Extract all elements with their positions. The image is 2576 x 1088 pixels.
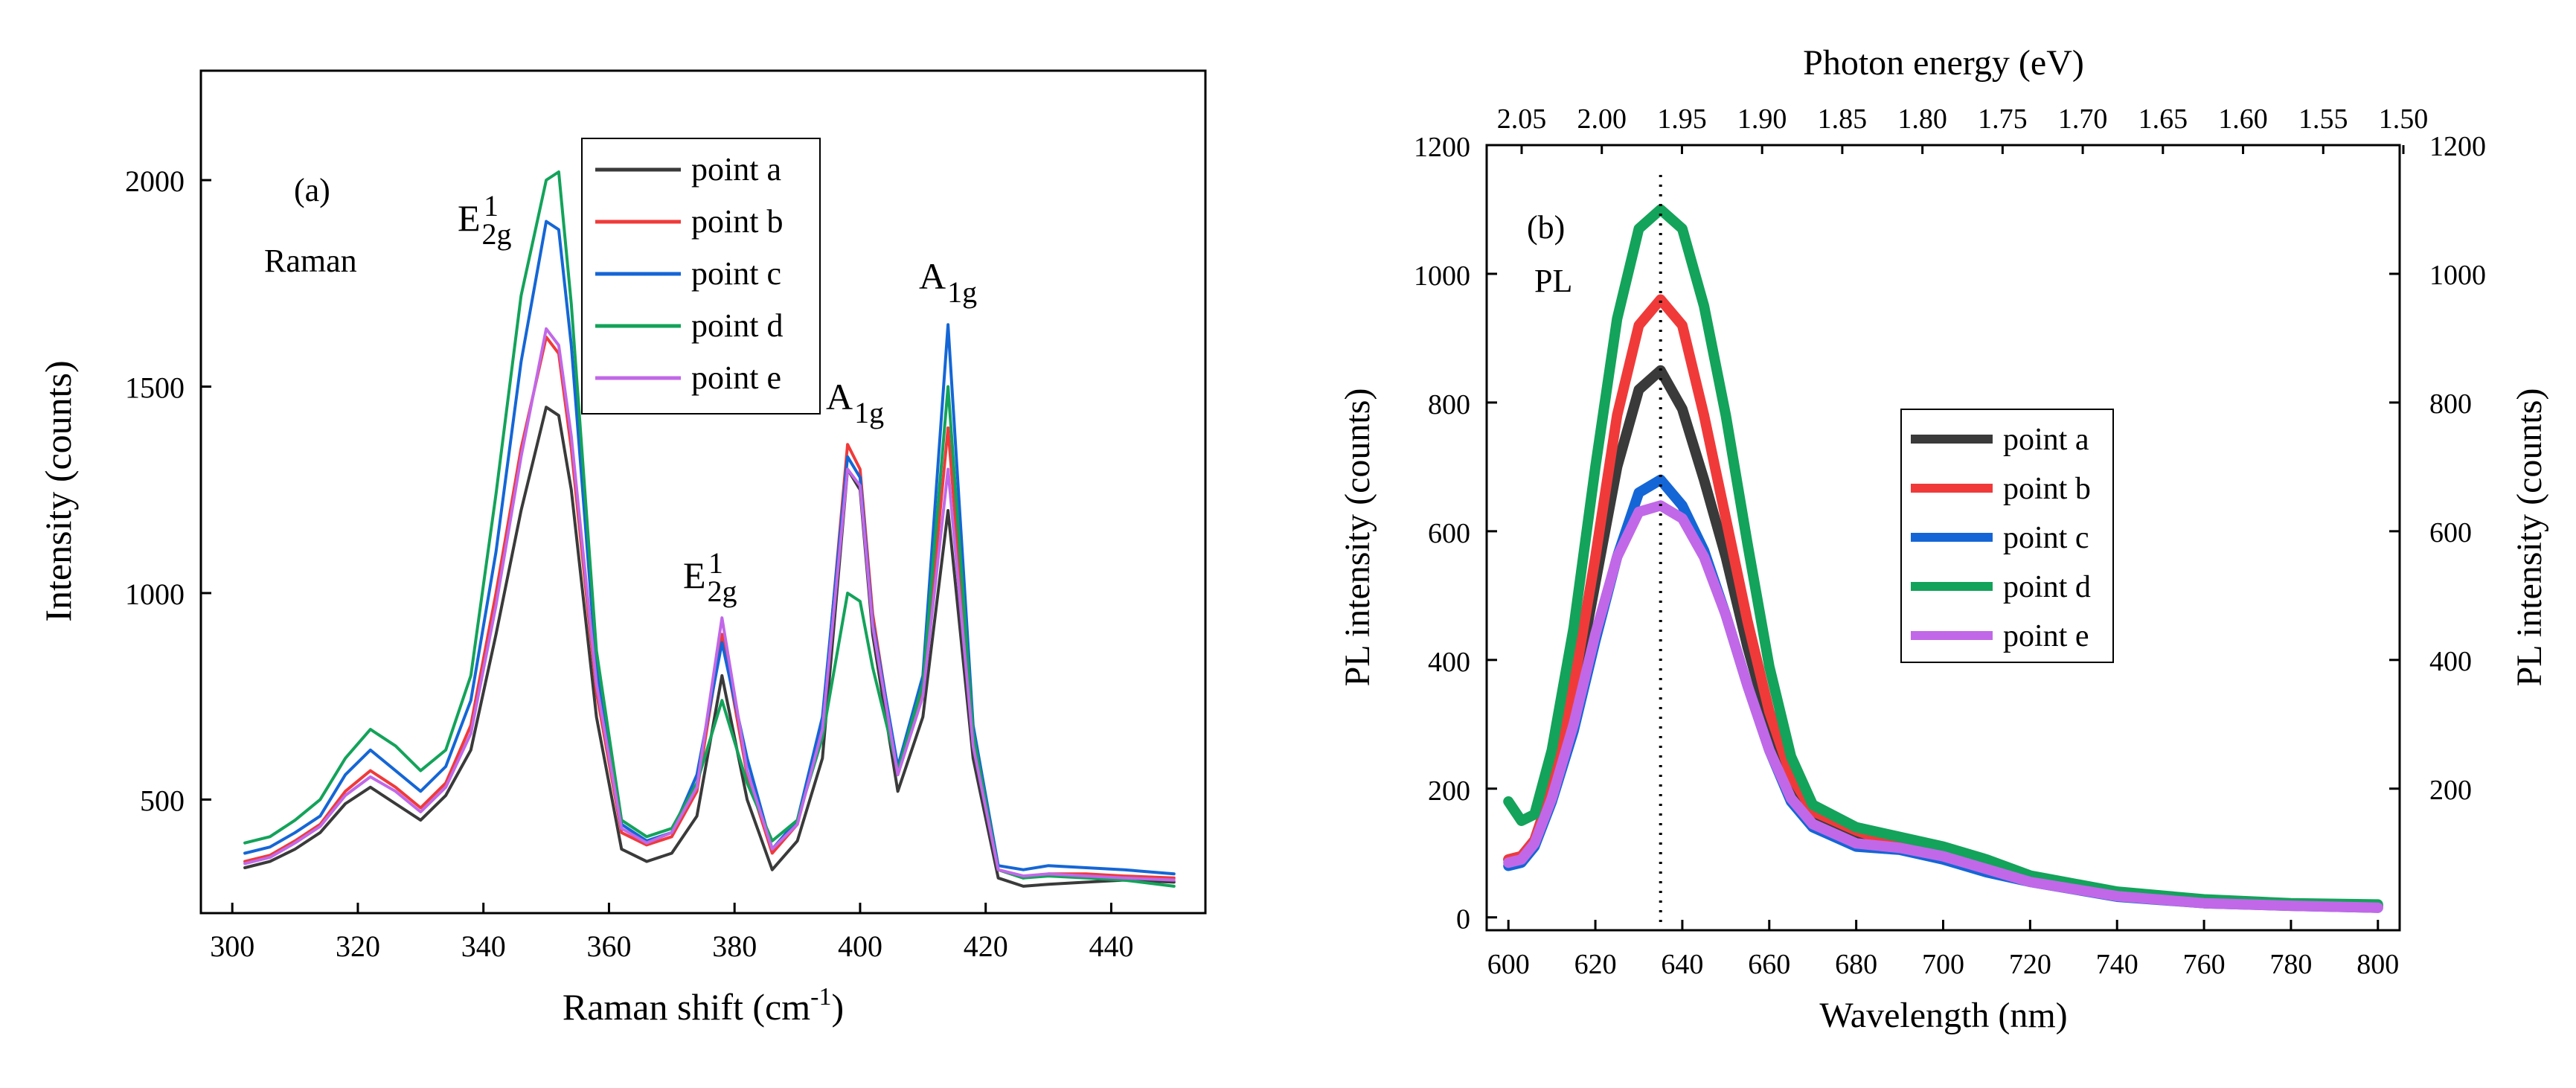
pl-top-axis-label: Photon energy (eV) — [1803, 43, 2084, 83]
y-tick-label: 1500 — [125, 371, 185, 405]
pl-y-axis-right: 200 400 600 800 1000 1200 — [2389, 131, 2486, 806]
top-tick-label: 1.75 — [1978, 103, 2028, 135]
top-tick-label: 1.65 — [2138, 103, 2188, 135]
x-tick-label: 700 — [1922, 949, 1964, 980]
y-tick-label: 1200 — [1414, 132, 1470, 163]
peak-label-e2g-2-sup: 1 — [708, 546, 723, 580]
x-tick-label: 680 — [1835, 949, 1877, 980]
y-tick-label: 2000 — [125, 164, 185, 198]
top-tick-label: 1.85 — [1818, 103, 1868, 135]
series-point-e — [243, 327, 1176, 882]
raman-annotation: Raman — [264, 243, 357, 279]
raman-x-axis-label: Raman shift (cm-1) — [563, 983, 844, 1028]
raman-y-axis: 500 1000 1500 2000 — [125, 164, 211, 817]
legend-label-point-a: point a — [691, 151, 781, 188]
peak-label-e2g-2: E2g — [683, 554, 737, 608]
pl-y-axis-label-right: PL intensity (counts) — [2510, 388, 2549, 687]
series-point-a — [243, 406, 1176, 888]
x-tick-label: 780 — [2269, 949, 2312, 980]
top-tick-label: 2.00 — [1577, 103, 1627, 135]
raman-x-axis: 300 320 340 360 380 400 420 440 — [210, 903, 1133, 963]
pl-legend: point a point b point c point d point e — [1900, 409, 2114, 663]
peak-label-a1g-2: A1g — [919, 255, 977, 309]
y-tick-label-right: 600 — [2429, 517, 2472, 548]
x-tick-label: 640 — [1661, 949, 1703, 980]
y-tick-label: 1000 — [125, 577, 185, 611]
peak-label-e2g-1: E2g — [458, 197, 512, 251]
y-tick-label: 800 — [1428, 389, 1470, 420]
y-tick-label-right: 400 — [2429, 646, 2472, 677]
x-tick-label: 300 — [210, 929, 254, 963]
legend-label-point-b: point b — [2003, 472, 2091, 506]
raman-legend: point a point b point c point d point e — [581, 138, 821, 415]
legend-label-point-c: point c — [2003, 521, 2089, 555]
top-tick-label: 2.05 — [1497, 103, 1547, 135]
y-tick-label: 400 — [1428, 647, 1470, 678]
x-tick-label: 380 — [712, 929, 757, 963]
x-tick-label: 420 — [964, 929, 1008, 963]
legend-label-point-c: point c — [691, 255, 781, 292]
legend-label-point-d: point d — [2003, 570, 2091, 604]
y-tick-label: 0 — [1456, 904, 1470, 935]
top-tick-label: 1.50 — [2379, 103, 2429, 135]
legend-label-point-a: point a — [2003, 423, 2089, 457]
pl-y-axis: 0 200 400 600 800 1000 1200 — [1414, 132, 1497, 935]
series-point-d — [243, 170, 1176, 888]
top-tick-label: 1.95 — [1657, 103, 1707, 135]
x-tick-label: 400 — [838, 929, 882, 963]
x-tick-label: 660 — [1748, 949, 1790, 980]
raman-legend-box — [581, 138, 821, 415]
x-tick-label: 340 — [461, 929, 506, 963]
x-tick-label: 360 — [586, 929, 631, 963]
pl-annotation: PL — [1534, 263, 1572, 299]
raman-series-group — [243, 170, 1176, 888]
top-tick-label: 1.55 — [2298, 103, 2348, 135]
legend-label-point-d: point d — [691, 307, 783, 344]
pl-top-energy-axis: 2.05 2.00 1.95 1.90 1.85 1.80 1.75 1.70 1.65 1.60… — [1497, 103, 2429, 154]
top-tick-label: 1.90 — [1737, 103, 1787, 135]
y-tick-label-right: 800 — [2429, 388, 2472, 420]
pl-y-axis-label: PL intensity (counts) — [1338, 388, 1377, 687]
raman-y-axis-label: Intensity (counts) — [37, 360, 79, 621]
top-tick-label: 1.80 — [1897, 103, 1947, 135]
raman-chart: 500 1000 1500 2000 300 320 340 360 380 400 420 440… — [37, 69, 1207, 1028]
x-tick-label: 440 — [1089, 929, 1133, 963]
pl-x-axis: 600 620 640 660 680 700 720 740 760 780 800 — [1487, 920, 2399, 980]
legend-label-point-b: point b — [691, 203, 783, 240]
top-tick-label: 1.70 — [2058, 103, 2108, 135]
legend-label-point-e: point e — [691, 359, 781, 396]
y-tick-label: 500 — [140, 784, 185, 817]
raman-plot-frame — [199, 69, 1207, 915]
pl-x-axis-label: Wavelength (nm) — [1819, 996, 2067, 1035]
x-tick-label: 800 — [2356, 949, 2399, 980]
top-tick-label: 1.60 — [2218, 103, 2268, 135]
peak-label-e2g-1-sup: 1 — [484, 189, 499, 223]
x-tick-label: 760 — [2183, 949, 2226, 980]
x-tick-label: 740 — [2096, 949, 2138, 980]
raman-panel-label: (a) — [294, 172, 330, 208]
pl-series-group — [1503, 204, 2383, 913]
y-tick-label: 600 — [1428, 518, 1470, 549]
raman-peak-labels: E2g 1 E2g 1 A1g A1g — [458, 189, 977, 608]
legend-label-point-e: point e — [2003, 619, 2089, 653]
peak-label-a1g-1: A1g — [826, 376, 884, 429]
x-tick-label: 320 — [336, 929, 380, 963]
x-tick-label: 600 — [1487, 949, 1530, 980]
y-tick-label: 1000 — [1414, 260, 1470, 292]
y-tick-label-right: 1200 — [2429, 131, 2486, 162]
series-point-d — [1503, 204, 2383, 910]
y-tick-label-right: 200 — [2429, 775, 2472, 806]
y-tick-label-right: 1000 — [2429, 260, 2486, 291]
pl-panel-label: (b) — [1527, 209, 1565, 246]
series-point-e — [1503, 500, 2383, 913]
x-tick-label: 720 — [2009, 949, 2051, 980]
pl-chart: 0 200 400 600 800 1000 1200 200 400 600 800 1000 12… — [1338, 43, 2549, 1035]
x-tick-label: 620 — [1574, 949, 1617, 980]
y-tick-label: 200 — [1428, 775, 1470, 807]
